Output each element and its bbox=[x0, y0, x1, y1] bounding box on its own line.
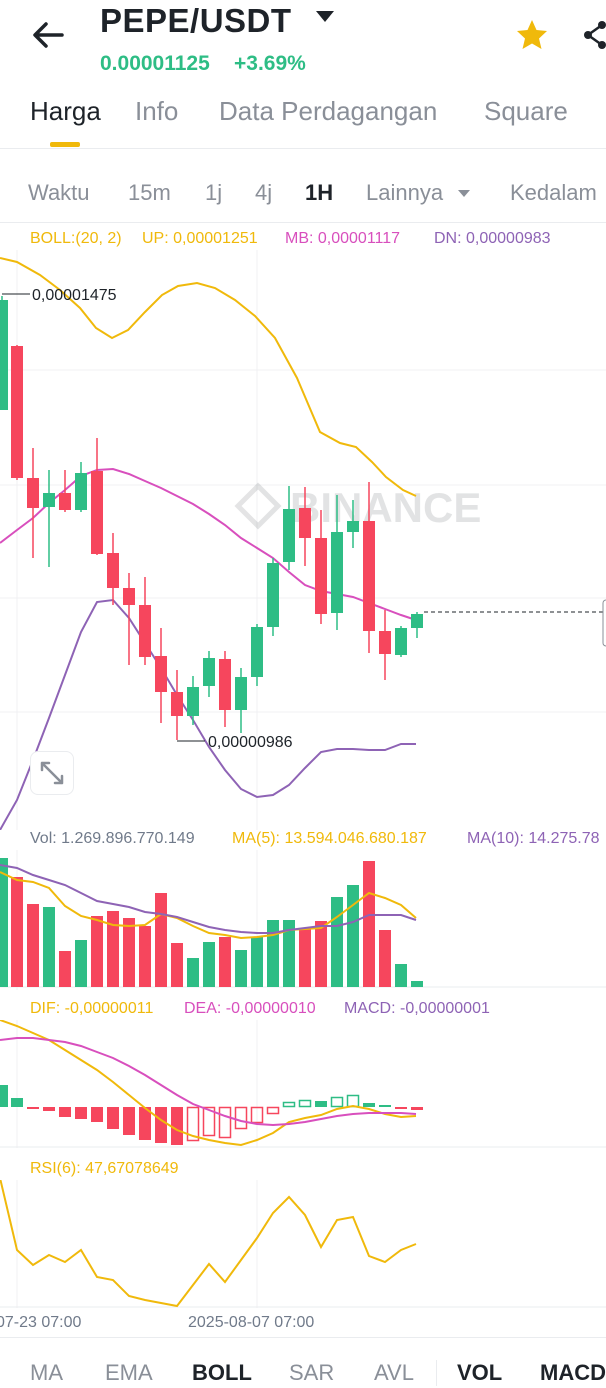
boll-mb: MB: 0,00001117 bbox=[285, 230, 401, 247]
vol-ma10: MA(10): 14.275.78 bbox=[467, 830, 600, 847]
timeframe-waktu[interactable]: Waktu bbox=[28, 180, 90, 205]
last-price: 0.00001125 bbox=[100, 52, 210, 75]
boll-dn-line bbox=[0, 598, 416, 830]
timeframe-4j[interactable]: 4j bbox=[255, 180, 273, 205]
price-chart[interactable]: BINANCE bbox=[0, 250, 606, 830]
divider bbox=[0, 148, 606, 149]
indicator-avl[interactable]: AVL bbox=[374, 1360, 414, 1385]
candles bbox=[0, 296, 423, 740]
timeframe-1j[interactable]: 1j bbox=[205, 180, 223, 205]
indicator-ema[interactable]: EMA bbox=[105, 1360, 153, 1385]
active-tab-indicator bbox=[50, 142, 80, 147]
boll-dn: DN: 0,00000983 bbox=[434, 230, 551, 247]
volume-chart[interactable] bbox=[0, 850, 606, 990]
tab-harga[interactable]: Harga bbox=[30, 96, 101, 126]
high-price-label: 0,00001475 bbox=[32, 287, 117, 304]
vol-ma5: MA(5): 13.594.046.680.187 bbox=[232, 830, 427, 847]
boll-up: UP: 0,00001251 bbox=[142, 230, 258, 247]
pair-dropdown-icon[interactable] bbox=[315, 10, 335, 24]
pair-title[interactable]: PEPE/USDT bbox=[100, 2, 292, 39]
indicator-boll[interactable]: BOLL bbox=[192, 1360, 252, 1385]
tab-data-perdagangan[interactable]: Data Perdagangan bbox=[219, 96, 438, 126]
rsi-chart[interactable] bbox=[0, 1180, 606, 1310]
boll-label: BOLL:(20, 2) bbox=[30, 230, 122, 247]
indicator-sar[interactable]: SAR bbox=[289, 1360, 335, 1385]
timeframe-kedalaman[interactable]: Kedalam bbox=[510, 180, 597, 205]
fullscreen-expand-icon[interactable] bbox=[30, 751, 74, 795]
divider bbox=[0, 222, 606, 223]
indicator-vol[interactable]: VOL bbox=[457, 1360, 503, 1385]
low-price-label: 0,00000986 bbox=[208, 734, 293, 751]
rsi-label: RSI(6): 47,67078649 bbox=[30, 1160, 179, 1177]
indicator-macd[interactable]: MACD bbox=[540, 1360, 606, 1385]
xaxis-label-mid: 2025-08-07 07:00 bbox=[188, 1314, 315, 1331]
watermark-text: BINANCE bbox=[290, 484, 481, 531]
vol-label: Vol: 1.269.896.770.149 bbox=[30, 830, 195, 847]
xaxis-label-left: 07-23 07:00 bbox=[0, 1314, 82, 1331]
macd-dea: DEA: -0,00000010 bbox=[184, 1000, 316, 1017]
tab-square[interactable]: Square bbox=[484, 96, 568, 126]
tab-info[interactable]: Info bbox=[135, 96, 179, 126]
boll-up-line bbox=[0, 257, 417, 497]
share-icon[interactable] bbox=[580, 18, 606, 52]
lainnya-dropdown-icon[interactable] bbox=[457, 186, 471, 197]
price-change: +3.69% bbox=[234, 52, 306, 75]
back-arrow-icon[interactable] bbox=[30, 18, 66, 52]
indicator-ma[interactable]: MA bbox=[30, 1360, 63, 1385]
divider bbox=[0, 1337, 606, 1338]
divider bbox=[436, 1360, 437, 1386]
timeframe-15m[interactable]: 15m bbox=[128, 180, 171, 205]
macd-dif: DIF: -0,00000011 bbox=[30, 1000, 154, 1017]
macd-chart[interactable] bbox=[0, 1020, 606, 1150]
binance-watermark: BINANCE bbox=[234, 482, 481, 531]
timeframe-1h[interactable]: 1H bbox=[305, 180, 334, 205]
favorite-star-icon[interactable] bbox=[515, 18, 549, 52]
timeframe-lainnya[interactable]: Lainnya bbox=[366, 180, 444, 205]
boll-mb-line bbox=[0, 467, 417, 621]
macd-value: MACD: -0,00000001 bbox=[344, 1000, 490, 1017]
